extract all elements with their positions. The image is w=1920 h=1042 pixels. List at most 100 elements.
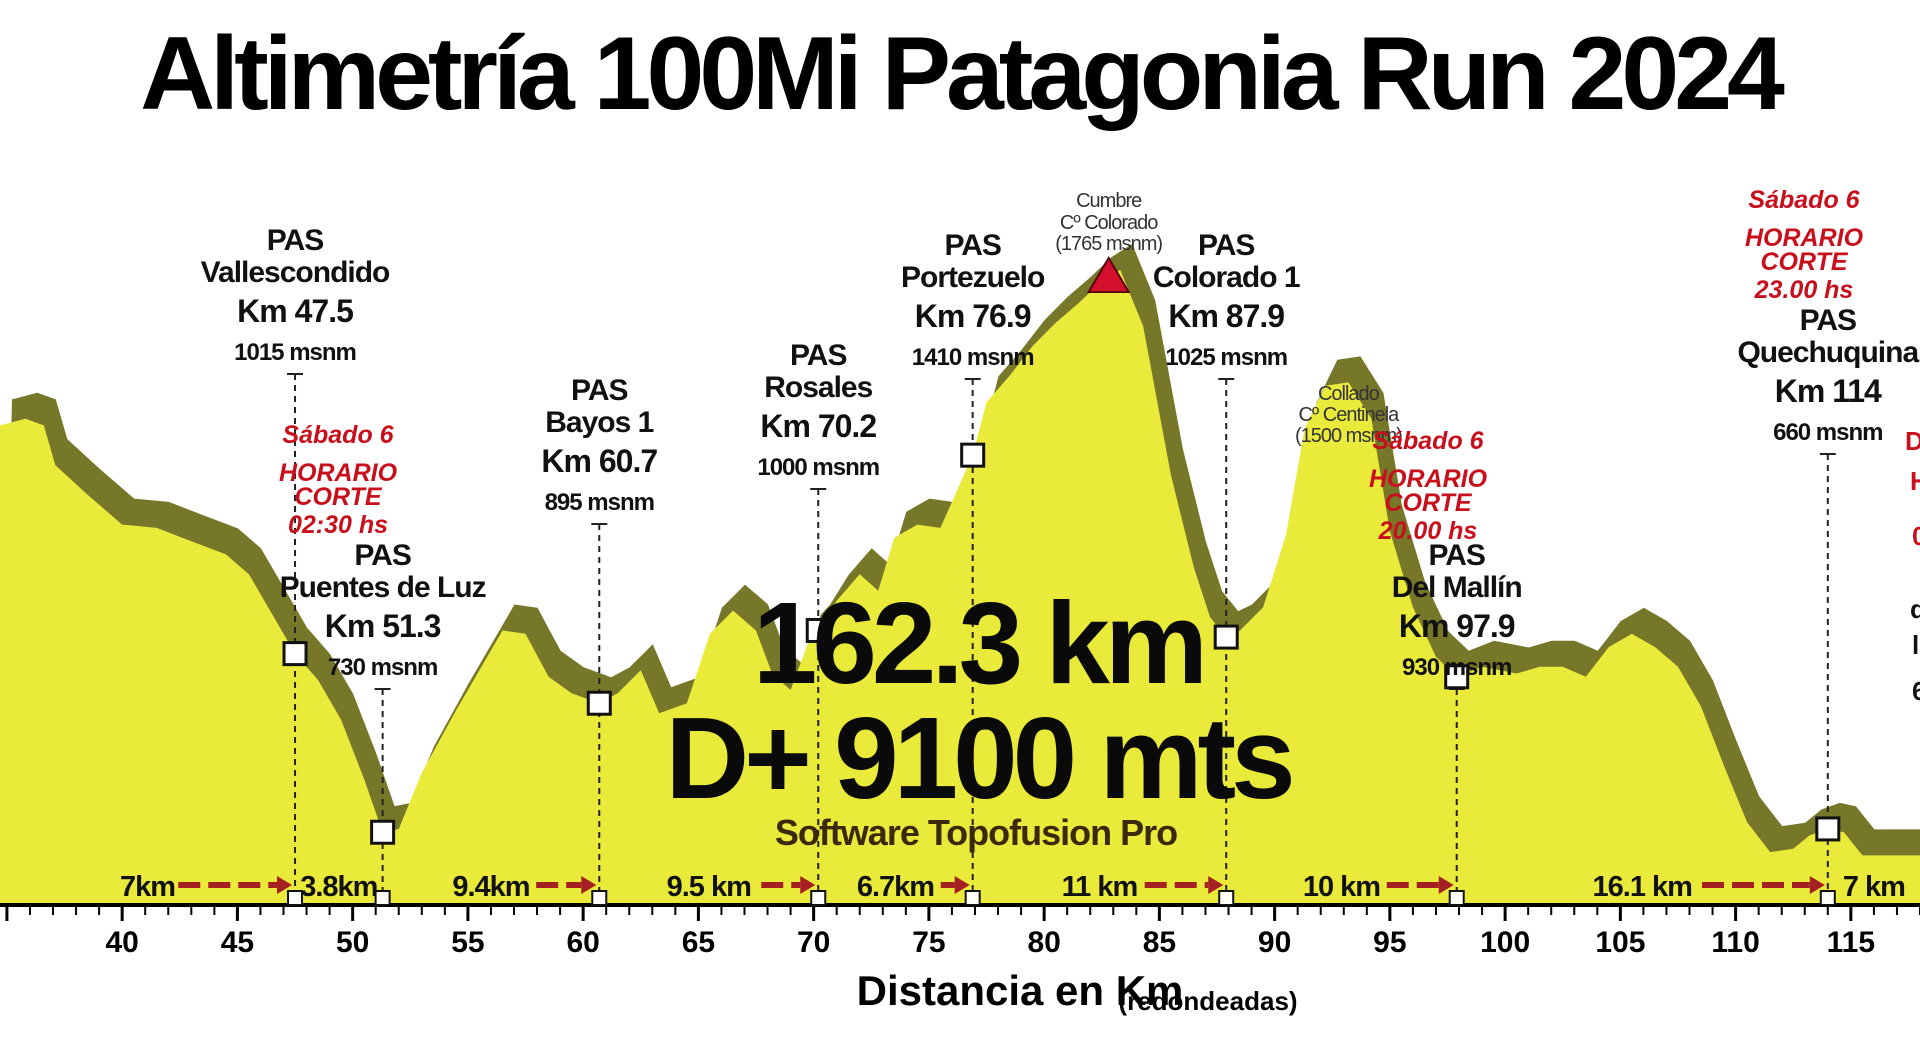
- station-km: Km 51.3: [325, 608, 441, 644]
- x-axis-label: Distancia en Km: [857, 967, 1184, 1014]
- chart-title: Altimetría 100Mi Patagonia Run 2024: [140, 16, 1785, 132]
- x-tick-label: 40: [105, 926, 138, 959]
- station-axis-marker: [1448, 890, 1465, 906]
- station-km: Km 97.9: [1399, 608, 1515, 644]
- station-marker: [1213, 624, 1239, 650]
- x-tick-label: 115: [1827, 926, 1875, 959]
- cutoff-time: 23.00 hs: [1754, 276, 1854, 304]
- profile-area: [0, 269, 1920, 905]
- aid-stations-layer: [282, 373, 1841, 906]
- station-altitude: 1015 msnm: [234, 339, 356, 366]
- station-pas-label: PAS: [1800, 304, 1856, 337]
- station-pas-label: PAS: [354, 539, 410, 572]
- station-km: Km 114: [1775, 373, 1882, 409]
- x-tick-label: 110: [1711, 926, 1759, 959]
- station-km: Km 87.9: [1168, 298, 1284, 334]
- cutoff-day: Sábado 6: [282, 421, 394, 449]
- station-altitude: 895 msnm: [545, 489, 654, 516]
- segment-label: 3.8km: [300, 871, 377, 903]
- station-pas-label: PAS: [267, 224, 323, 257]
- station-pas-label: PAS: [944, 229, 1000, 262]
- x-tick-label: 70: [797, 926, 830, 959]
- station-marker: [586, 690, 612, 716]
- summit-triangle: [1086, 256, 1131, 293]
- summit-label-3: (1765 msnm): [1055, 233, 1162, 255]
- collado-label-2: Cº Centinela: [1298, 404, 1400, 426]
- cropped-fragment: H: [1910, 466, 1920, 496]
- station-name: Rosales: [764, 371, 872, 404]
- station-marker: [805, 617, 831, 643]
- station-marker: [1815, 816, 1841, 842]
- cutoff-day: Sábado 6: [1372, 427, 1484, 455]
- station-axis-marker: [591, 890, 608, 906]
- x-tick-label: 85: [1143, 926, 1176, 959]
- station-altitude: 1025 msnm: [1165, 344, 1287, 371]
- cutoff-time: 20.00 hs: [1378, 517, 1478, 545]
- station-pas-label: PAS: [571, 374, 627, 407]
- segment-arrow-head: [277, 876, 293, 894]
- segment-label: 7 km: [1843, 871, 1905, 903]
- segment-arrow-head: [1809, 876, 1825, 894]
- station-axis-marker: [810, 890, 827, 906]
- x-axis-label-note: (redondeadas): [1118, 986, 1297, 1016]
- x-tick-label: 60: [566, 926, 599, 959]
- station-km: Km 70.2: [760, 408, 876, 444]
- station-km: Km 60.7: [541, 443, 657, 479]
- station-name: Portezuelo: [901, 261, 1045, 294]
- station-altitude: 1410 msnm: [912, 344, 1034, 371]
- summit-label-1: Cumbre: [1076, 190, 1142, 212]
- cutoff-line2: CORTE: [1384, 489, 1472, 517]
- x-tick-label: 50: [336, 926, 369, 959]
- segment-label: 9.5 km: [667, 871, 751, 903]
- cutoff-line1: HORARIO: [279, 459, 398, 487]
- cutoff-day: Sábado 6: [1748, 186, 1860, 214]
- segment-label: 6.7km: [857, 871, 934, 903]
- segment-distance-bar: 7km 3.8km 9.4km 9.5 km 6.7km 11 km 10 km 16.1 k…: [120, 871, 1906, 903]
- x-tick-label: 95: [1373, 926, 1406, 959]
- station-marker: [370, 819, 396, 845]
- station-name: Puentes de Luz: [280, 571, 486, 604]
- summary-software: Software Topofusion Pro: [775, 812, 1177, 853]
- station-altitude: 730 msnm: [328, 654, 437, 681]
- station-marker: [1444, 664, 1470, 690]
- station-pas-label: PAS: [790, 339, 846, 372]
- cropped-fragment: d: [1910, 594, 1920, 624]
- segment-label: 9.4km: [452, 871, 529, 903]
- segment-arrow-head: [1438, 876, 1454, 894]
- segment-label: 7km: [120, 871, 175, 903]
- x-tick-label: 75: [912, 926, 945, 959]
- x-tick-label: 55: [451, 926, 484, 959]
- segment-label: 10 km: [1303, 871, 1380, 903]
- segment-label: 11 km: [1062, 871, 1138, 903]
- cutoff-time: 02:30 hs: [288, 511, 388, 539]
- cutoff-line2: CORTE: [1760, 248, 1848, 276]
- x-tick-label: 80: [1027, 926, 1060, 959]
- station-marker: [282, 641, 308, 667]
- station-axis-marker: [964, 890, 981, 906]
- station-km: Km 47.5: [237, 293, 353, 329]
- segment-arrow-head: [954, 876, 970, 894]
- summary-distance: 162.3 km: [753, 578, 1203, 708]
- x-axis: 40 45 50 55 60 65 70 75 80 85 90 95 100 105 110 115 Dist…: [0, 903, 1920, 1016]
- x-tick-label: 90: [1258, 926, 1291, 959]
- station-axis-marker: [1218, 890, 1235, 906]
- station-name: Bayos 1: [545, 406, 653, 439]
- cropped-fragment: 0: [1912, 521, 1920, 551]
- cropped-fragment: Do: [1905, 426, 1920, 456]
- x-tick-label: 45: [221, 926, 254, 959]
- station-altitude: 660 msnm: [1773, 419, 1882, 446]
- station-axis-marker: [287, 890, 304, 906]
- cutoff-line1: HORARIO: [1745, 224, 1864, 252]
- segment-label: 16.1 km: [1593, 871, 1692, 903]
- summit-label-2: Cº Colorado: [1060, 212, 1158, 234]
- station-axis-marker: [1819, 890, 1836, 906]
- station-name: Colorado 1: [1153, 261, 1300, 294]
- x-tick-label: 105: [1595, 926, 1645, 959]
- station-axis-marker: [374, 890, 391, 906]
- profile-area-layer: [0, 269, 1920, 905]
- collado-label-1: Collado: [1318, 383, 1380, 405]
- collado-label-3: (1500 msnm): [1295, 425, 1402, 447]
- station-pas-label: PAS: [1428, 539, 1484, 572]
